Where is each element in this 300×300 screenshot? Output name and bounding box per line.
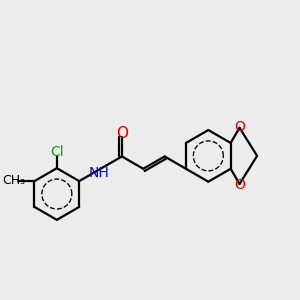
Text: NH: NH xyxy=(89,166,110,180)
Text: O: O xyxy=(234,120,245,134)
Text: Cl: Cl xyxy=(50,145,64,159)
Text: CH₃: CH₃ xyxy=(2,174,26,187)
Text: O: O xyxy=(116,126,128,141)
Text: O: O xyxy=(234,178,245,192)
